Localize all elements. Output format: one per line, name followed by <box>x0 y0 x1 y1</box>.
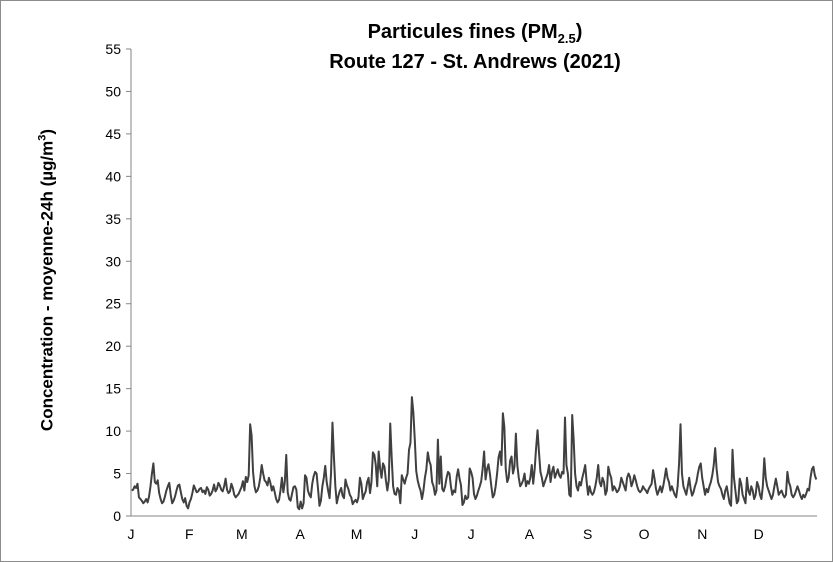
x-tick-label: J <box>128 526 135 542</box>
x-tick-label: F <box>185 526 194 542</box>
y-tick-label: 25 <box>105 296 121 312</box>
y-tick-label: 50 <box>105 83 121 99</box>
y-tick-label: 10 <box>105 423 121 439</box>
pm25-series-line <box>131 396 818 511</box>
x-tick-label: D <box>754 526 764 542</box>
chart-title-line1: Particules fines (PM2.5) <box>367 21 583 46</box>
y-ticks: 0 5 10 15 20 25 30 35 40 45 50 55 <box>105 41 131 524</box>
chart-title-line2: Route 127 - St. Andrews (2021) <box>329 51 621 73</box>
x-tick-label: J <box>411 526 418 542</box>
y-tick-label: 35 <box>105 211 121 227</box>
x-tick-label: M <box>351 526 363 542</box>
x-tick-label: N <box>697 526 707 542</box>
x-tick-label: A <box>295 526 305 542</box>
x-tick-label: S <box>583 526 592 542</box>
y-tick-label: 45 <box>105 126 121 142</box>
y-tick-label: 55 <box>105 41 121 57</box>
y-tick-label: 15 <box>105 381 121 397</box>
y-tick-label: 5 <box>113 466 121 482</box>
y-tick-label: 20 <box>105 338 121 354</box>
x-tick-label: O <box>639 526 650 542</box>
y-tick-label: 30 <box>105 253 121 269</box>
y-tick-label: 0 <box>113 508 121 524</box>
y-tick-label: 40 <box>105 168 121 184</box>
x-tick-label: A <box>525 526 535 542</box>
x-tick-label: M <box>236 526 248 542</box>
x-tick-label: J <box>468 526 475 542</box>
